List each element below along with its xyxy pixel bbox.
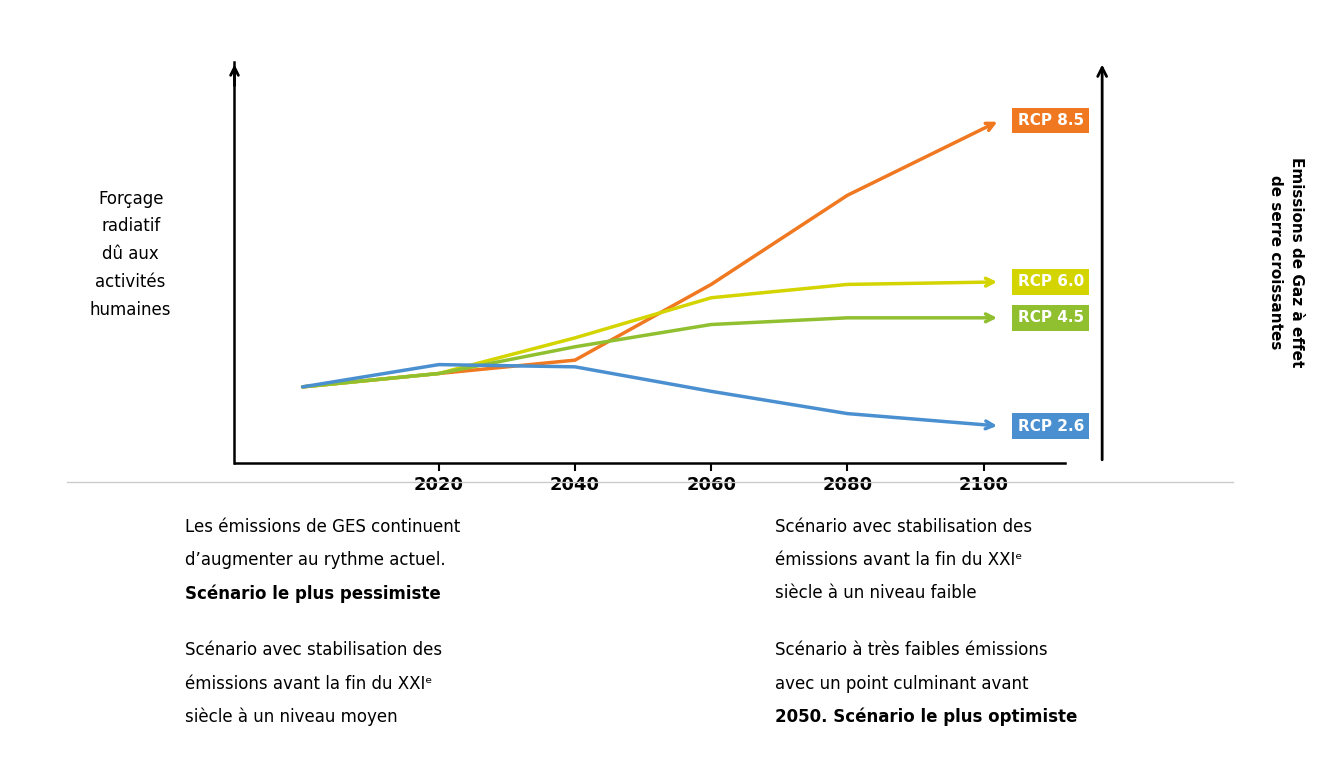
Text: Forçage
radiatif
dû aux
activités
humaines: Forçage radiatif dû aux activités humain…	[90, 190, 172, 318]
Text: RCP 4.5: RCP 4.5	[675, 520, 742, 535]
Text: RCP 8.5: RCP 8.5	[1017, 113, 1084, 128]
Text: Scénario avec stabilisation des: Scénario avec stabilisation des	[775, 518, 1032, 536]
Text: RCP 2.6: RCP 2.6	[1017, 419, 1084, 433]
Text: siècle à un niveau moyen: siècle à un niveau moyen	[185, 708, 398, 726]
Text: Emissions de Gaz à effet
de serre croissantes: Emissions de Gaz à effet de serre croiss…	[1269, 157, 1304, 367]
Text: d’augmenter au rythme actuel.: d’augmenter au rythme actuel.	[185, 551, 445, 569]
Text: RCP 2.6: RCP 2.6	[675, 643, 742, 658]
Text: émissions avant la fin du XXIᵉ: émissions avant la fin du XXIᵉ	[185, 675, 433, 692]
Text: Scénario le plus pessimiste: Scénario le plus pessimiste	[185, 584, 441, 603]
Text: RCP 6.0: RCP 6.0	[1017, 274, 1084, 289]
Text: avec un point culminant avant: avec un point culminant avant	[775, 675, 1028, 692]
Text: Scénario avec stabilisation des: Scénario avec stabilisation des	[185, 641, 442, 659]
Text: Scénario à très faibles émissions: Scénario à très faibles émissions	[775, 641, 1047, 659]
Text: 2050. Scénario le plus optimiste: 2050. Scénario le plus optimiste	[775, 708, 1077, 726]
Text: émissions avant la fin du XXIᵉ: émissions avant la fin du XXIᵉ	[775, 551, 1022, 569]
Text: siècle à un niveau faible: siècle à un niveau faible	[775, 584, 976, 602]
Text: RCP 6.0: RCP 6.0	[86, 643, 153, 658]
Text: Les émissions de GES continuent: Les émissions de GES continuent	[185, 518, 460, 536]
Text: RCP 8.5: RCP 8.5	[86, 520, 153, 535]
Text: RCP 4.5: RCP 4.5	[1017, 310, 1084, 325]
